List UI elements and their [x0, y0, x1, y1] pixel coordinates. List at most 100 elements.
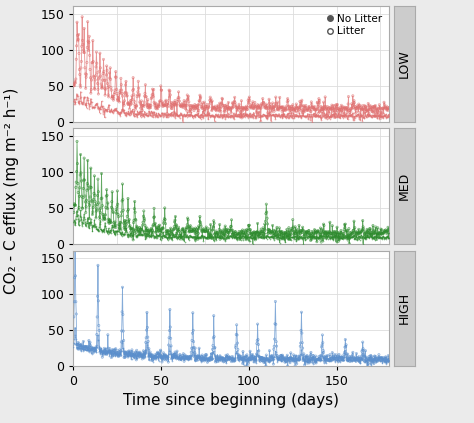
Point	[274, 357, 282, 363]
Point	[210, 348, 218, 355]
Point	[382, 235, 389, 242]
Point	[145, 345, 153, 352]
Point	[226, 105, 234, 112]
Point	[267, 233, 274, 240]
Point	[172, 102, 179, 108]
Point	[135, 351, 142, 358]
Point	[124, 231, 131, 238]
Point	[231, 94, 238, 101]
Point	[256, 229, 264, 236]
Point	[272, 349, 280, 355]
Point	[362, 228, 370, 235]
Point	[280, 235, 287, 242]
Point	[313, 355, 321, 362]
Point	[323, 233, 330, 240]
Point	[179, 354, 187, 361]
Point	[385, 357, 392, 363]
Point	[129, 352, 137, 358]
Point	[186, 108, 194, 115]
Point	[139, 219, 147, 225]
Point	[367, 354, 375, 361]
Point	[243, 103, 250, 110]
Point	[350, 101, 357, 108]
Point	[167, 225, 174, 231]
Point	[152, 353, 159, 360]
Point	[345, 113, 352, 120]
Point	[82, 102, 90, 109]
Point	[301, 113, 309, 120]
Point	[351, 115, 359, 121]
Point	[370, 109, 377, 116]
Point	[222, 113, 230, 119]
Point	[314, 103, 322, 110]
Point	[310, 355, 318, 362]
Point	[196, 213, 204, 220]
Point	[203, 111, 210, 118]
Point	[330, 232, 337, 239]
Point	[185, 233, 192, 240]
Point	[240, 229, 247, 236]
Point	[264, 230, 272, 237]
Point	[359, 113, 367, 120]
Point	[277, 113, 284, 119]
Point	[207, 113, 214, 119]
Point	[170, 225, 178, 232]
Point	[353, 357, 360, 363]
Point	[285, 115, 293, 121]
Point	[105, 216, 112, 222]
Point	[319, 354, 327, 361]
Point	[222, 359, 229, 365]
Point	[223, 353, 230, 360]
Point	[92, 101, 100, 107]
Point	[292, 223, 299, 230]
Point	[96, 345, 103, 352]
Point	[88, 223, 96, 230]
Point	[326, 104, 334, 111]
Point	[287, 355, 294, 362]
Point	[366, 230, 374, 237]
Point	[346, 111, 354, 118]
Point	[216, 357, 223, 364]
Point	[307, 232, 315, 239]
Point	[74, 93, 82, 99]
Point	[126, 112, 133, 118]
Point	[336, 233, 343, 240]
Point	[211, 106, 219, 113]
Point	[332, 110, 339, 117]
Point	[129, 352, 137, 358]
Point	[184, 214, 191, 221]
Point	[361, 357, 369, 364]
Point	[145, 353, 152, 360]
Point	[283, 356, 291, 363]
Point	[288, 108, 296, 115]
Point	[114, 108, 122, 115]
Point	[118, 81, 125, 88]
Point	[296, 234, 304, 241]
Point	[105, 220, 113, 227]
Point	[254, 230, 262, 236]
Point	[312, 355, 320, 362]
Point	[223, 235, 231, 242]
Point	[359, 233, 366, 239]
Point	[76, 95, 84, 102]
Point	[141, 233, 149, 239]
Point	[75, 344, 82, 351]
Point	[238, 354, 246, 360]
Point	[204, 357, 212, 364]
Point	[245, 357, 252, 363]
Point	[198, 353, 206, 360]
Point	[383, 357, 391, 363]
Point	[137, 110, 145, 116]
Point	[201, 106, 209, 113]
Point	[82, 343, 90, 350]
Point	[261, 358, 268, 365]
Point	[307, 234, 315, 241]
Point	[151, 352, 159, 358]
Point	[194, 354, 202, 361]
Point	[134, 227, 142, 233]
Point	[161, 102, 169, 109]
Point	[103, 351, 110, 358]
Point	[188, 104, 195, 111]
Point	[329, 354, 337, 360]
Point	[346, 235, 354, 242]
